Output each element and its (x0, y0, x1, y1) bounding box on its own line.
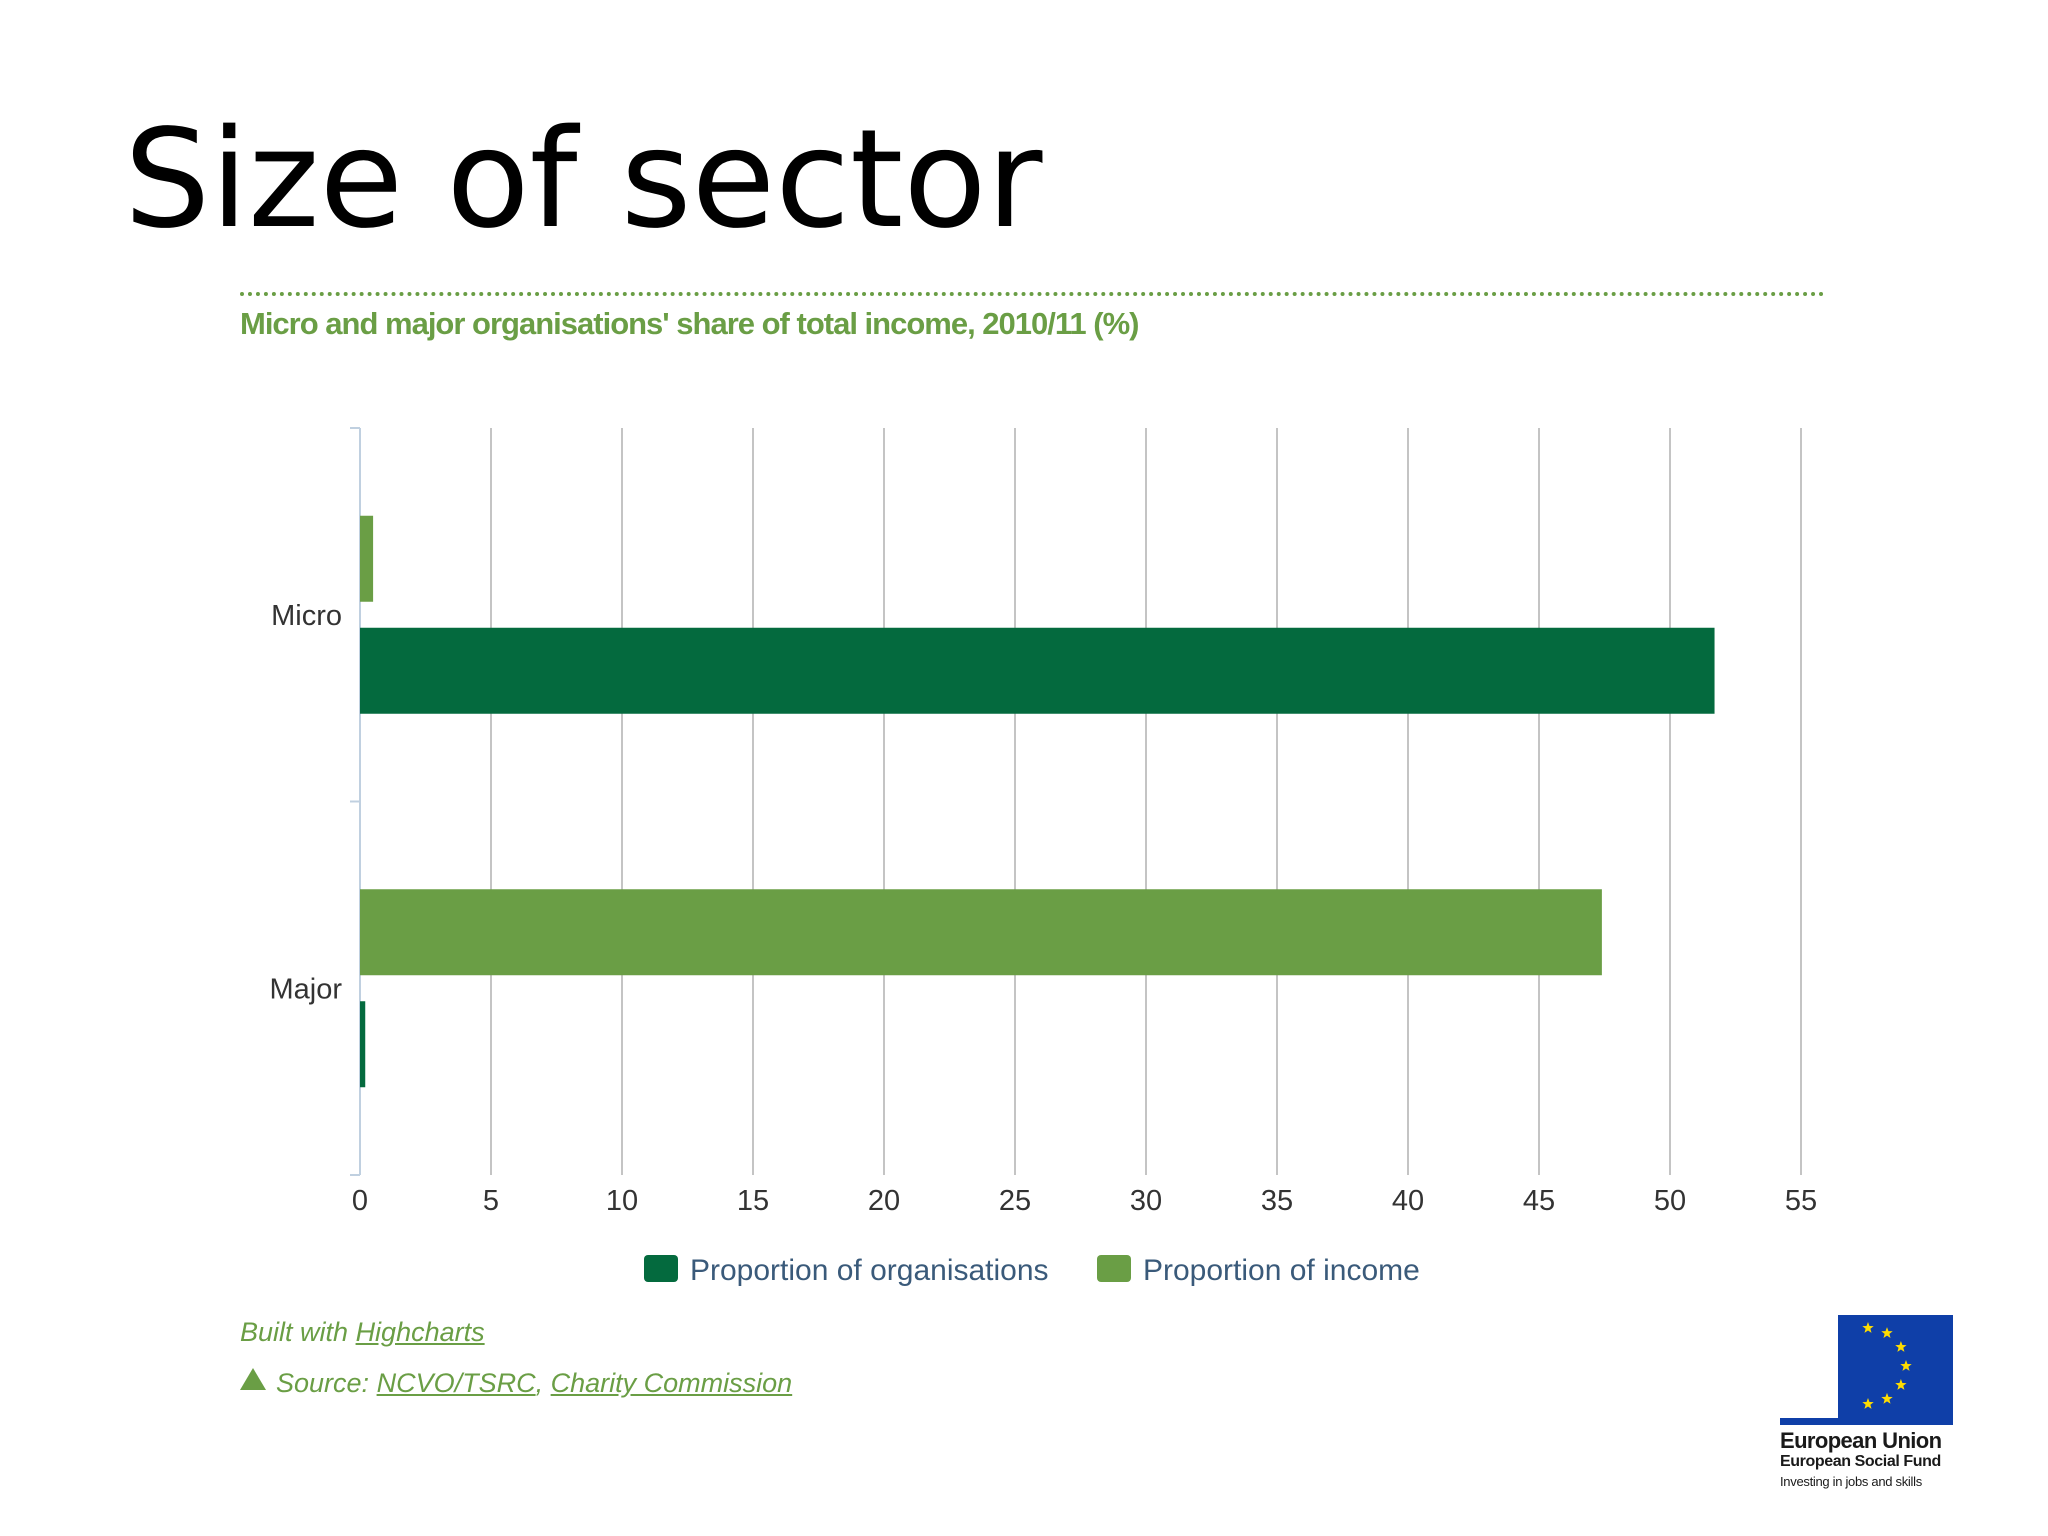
legend-swatch[interactable] (644, 1255, 678, 1282)
category-label: Major (269, 973, 342, 1005)
x-tick-label: 5 (483, 1185, 499, 1217)
credits-prefix: Built with (240, 1317, 349, 1347)
star-icon (1895, 1341, 1907, 1352)
x-tick-label: 40 (1392, 1185, 1424, 1217)
source-link-ncvo[interactable]: NCVO/TSRC (376, 1368, 536, 1398)
x-tick-label: 45 (1523, 1185, 1555, 1217)
x-tick-label: 50 (1654, 1185, 1686, 1217)
chart-title: Micro and major organisations' share of … (240, 306, 1139, 341)
bar-major-0[interactable] (360, 889, 1602, 976)
bar-micro-1[interactable] (360, 627, 1715, 714)
x-tick-label: 35 (1261, 1185, 1293, 1217)
x-tick-label: 20 (868, 1185, 900, 1217)
x-tick-label: 55 (1785, 1185, 1817, 1217)
star-icon (1900, 1360, 1912, 1371)
eu-flag-icon (1838, 1315, 1953, 1418)
star-icon (1862, 1322, 1874, 1333)
bar-micro-0[interactable] (360, 515, 374, 602)
chart-panel: Micro and major organisations' share of … (240, 290, 1825, 1450)
x-axis-tick-labels: 0 5 10 15 20 25 30 35 40 45 50 55 (352, 1185, 1817, 1217)
category-label: Micro (271, 600, 342, 632)
x-tick-label: 30 (1130, 1185, 1162, 1217)
grid-lines (490, 428, 1802, 1175)
legend: Proportion of organisations Proportion of… (644, 1254, 1420, 1287)
eu-name: European Union (1780, 1428, 1942, 1453)
source-separator: , (535, 1368, 544, 1398)
source-label: Source: (276, 1368, 370, 1398)
category-labels: Micro Major (269, 600, 342, 1006)
legend-swatch[interactable] (1097, 1255, 1131, 1282)
bars (360, 515, 1715, 1088)
bar-major-1[interactable] (360, 1001, 366, 1088)
star-icon (1881, 1392, 1893, 1404)
x-tick-label: 25 (999, 1185, 1031, 1217)
x-tick-label: 10 (606, 1185, 638, 1217)
source-line: Source: NCVO/TSRC, Charity Commission (240, 1368, 792, 1399)
star-icon (1881, 1327, 1893, 1338)
bar-chart: Micro Major 0 5 10 15 20 25 30 35 40 45 50 55 Propor… (269, 427, 1817, 1287)
source-link-charity-commission[interactable]: Charity Commission (550, 1368, 793, 1398)
legend-label[interactable]: Proportion of organisations (690, 1254, 1049, 1287)
eu-logo: European Union European Social Fund Inve… (1780, 1315, 1955, 1495)
star-icon (1895, 1379, 1907, 1390)
eu-flag-strip (1780, 1418, 1953, 1425)
slide-title: Size of sector (124, 101, 1043, 259)
collapse-triangle-icon[interactable] (240, 1368, 266, 1390)
title-divider (240, 292, 1825, 296)
highcharts-link[interactable]: Highcharts (355, 1317, 485, 1347)
credits: Built with Highcharts (240, 1317, 485, 1348)
legend-label[interactable]: Proportion of income (1143, 1254, 1420, 1287)
star-icon (1862, 1398, 1874, 1409)
eu-fund-name: European Social Fund (1780, 1453, 1941, 1470)
eu-tagline: Investing in jobs and skills (1780, 1474, 1922, 1489)
y-axis (350, 427, 361, 1176)
x-tick-label: 15 (737, 1185, 769, 1217)
x-tick-label: 0 (352, 1185, 368, 1217)
